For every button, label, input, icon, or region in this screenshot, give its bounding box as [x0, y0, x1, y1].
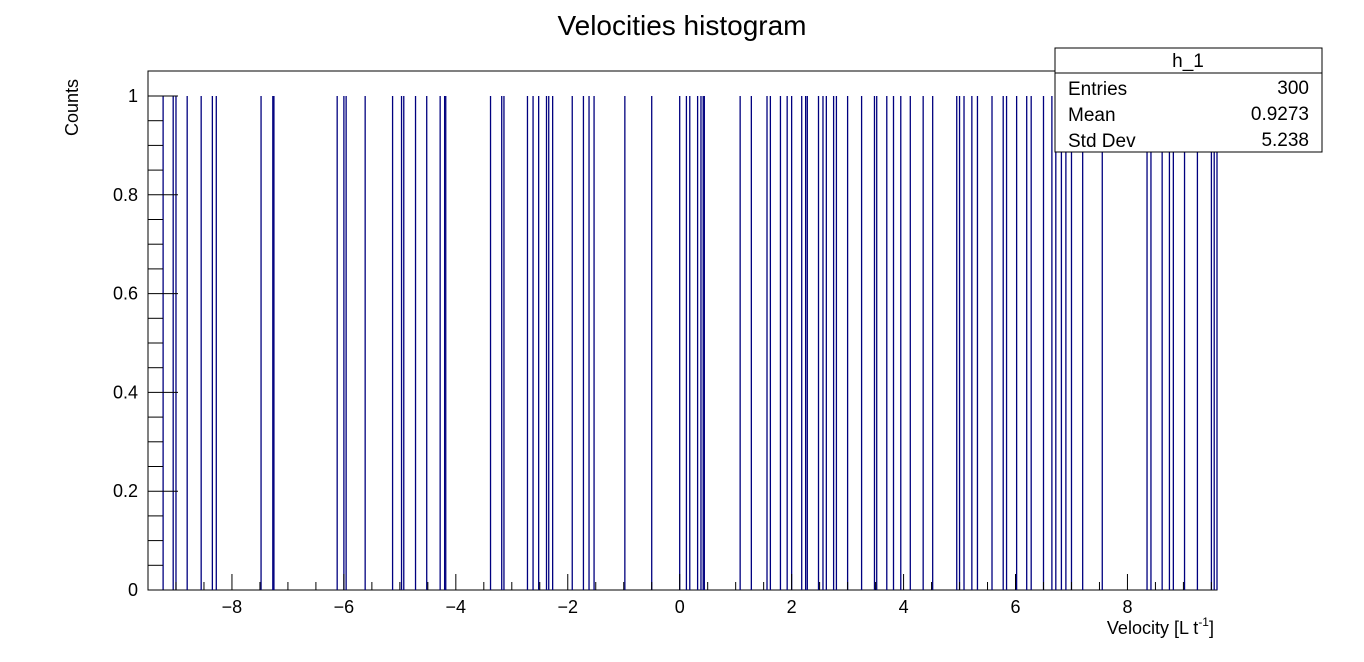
x-axis: −8 −6 −4 −2 0 2 4 6 8 — [147, 574, 1212, 617]
stats-stddev-label: Std Dev — [1068, 131, 1136, 152]
stats-entries-value: 300 — [1277, 78, 1309, 99]
statistics-box: h_1 Entries 300 Mean 0.9273 Std Dev 5.23… — [1054, 47, 1323, 153]
y-tick-label: 1 — [128, 86, 138, 106]
x-tick-label: 2 — [787, 597, 797, 617]
x-tick-label: 4 — [899, 597, 909, 617]
stats-box-frame — [1054, 47, 1323, 153]
x-tick-label: −2 — [557, 597, 578, 617]
x-tick-label: −4 — [446, 597, 467, 617]
y-tick-label: 0.4 — [113, 382, 138, 402]
x-tick-label: −8 — [222, 597, 243, 617]
y-tick-label: 0 — [128, 580, 138, 600]
chart-title: Velocities histogram — [557, 10, 806, 41]
x-tick-label: −6 — [334, 597, 355, 617]
x-tick-label: 0 — [675, 597, 685, 617]
x-axis-label: Velocity [L t-1] — [1107, 615, 1214, 638]
y-axis: 0 0.2 0.4 0.6 0.8 1 — [113, 86, 178, 600]
stats-box-title: h_1 — [1172, 51, 1204, 72]
y-tick-label: 0.6 — [113, 284, 138, 304]
y-tick-label: 0.8 — [113, 185, 138, 205]
y-axis-label: Counts — [62, 79, 82, 136]
stats-mean-label: Mean — [1068, 105, 1116, 126]
x-tick-label: 8 — [1122, 597, 1132, 617]
stats-mean-value: 0.9273 — [1251, 104, 1309, 125]
x-axis-label-suffix: ] — [1209, 618, 1214, 638]
stats-entries-label: Entries — [1068, 79, 1127, 100]
y-tick-label: 0.2 — [113, 481, 138, 501]
x-tick-label: 6 — [1011, 597, 1021, 617]
x-axis-label-superscript: -1 — [1198, 615, 1209, 629]
histogram-bars — [162, 96, 1218, 590]
x-axis-label-main: Velocity [L t — [1107, 618, 1198, 638]
stats-stddev-value: 5.238 — [1261, 130, 1309, 151]
